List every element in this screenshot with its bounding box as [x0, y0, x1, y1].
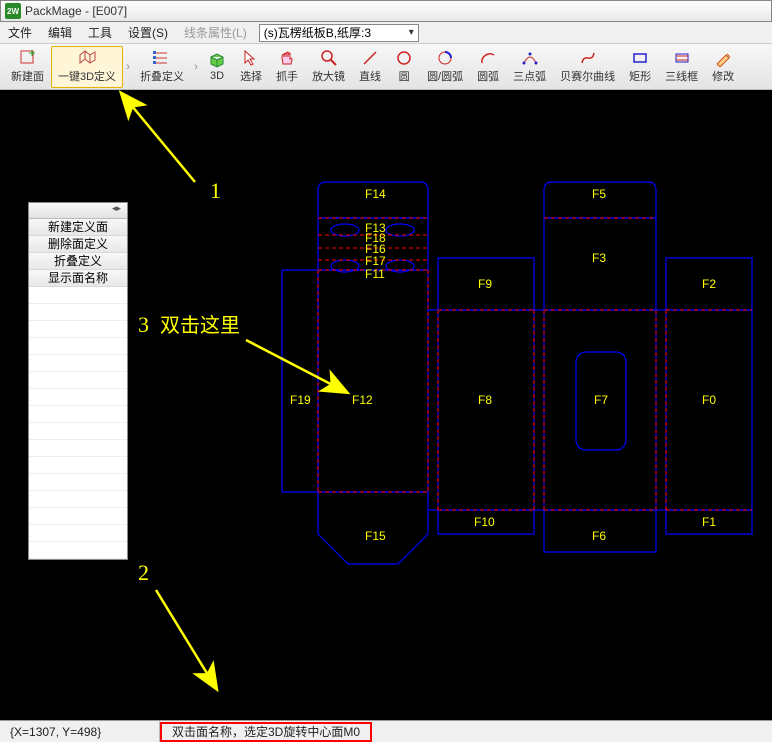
tb-oneclick3d[interactable]: 一键3D定义: [51, 46, 123, 88]
grab-icon: [278, 49, 296, 67]
oneclick3d-icon: [78, 49, 96, 67]
side-item-new-def[interactable]: 新建定义面: [29, 219, 127, 236]
label-f3: F3: [592, 251, 606, 265]
toolbar-sep2: ›: [191, 61, 201, 73]
tb-circle[interactable]: 圆: [388, 46, 420, 88]
tb-modify[interactable]: 修改: [705, 46, 741, 88]
window-title: PackMage - [E007]: [25, 4, 127, 18]
select-icon: [242, 49, 260, 67]
magnify-icon: [320, 49, 338, 67]
anno-3-text: 双击这里: [160, 314, 240, 337]
tb-line[interactable]: 直线: [352, 46, 388, 88]
tb-select-label: 选择: [240, 68, 262, 84]
statusbar: {X=1307, Y=498} 双击面名称，选定3D旋转中心面M0: [0, 720, 772, 742]
label-f10: F10: [474, 515, 495, 529]
tb-line-label: 直线: [359, 68, 381, 84]
tb-arc[interactable]: 圆弧: [470, 46, 506, 88]
tb-fold-def[interactable]: 折叠定义: [133, 46, 191, 88]
menubar: 文件 编辑 工具 设置(S) 线条属性(L) (s)瓦楞纸板B,纸厚:3: [0, 22, 772, 44]
three-pt-arc-icon: [521, 49, 539, 67]
bezier-icon: [579, 49, 597, 67]
tb-arc-label: 圆弧: [477, 68, 499, 84]
tb-3pt-arc-label: 三点弧: [513, 68, 546, 84]
tb-magnify[interactable]: 放大镜: [305, 46, 352, 88]
tb-grab[interactable]: 抓手: [269, 46, 305, 88]
circle-icon: [395, 49, 413, 67]
side-item-fold-def[interactable]: 折叠定义: [29, 253, 127, 270]
material-combo-value: (s)瓦楞纸板B,纸厚:3: [264, 24, 371, 41]
anno-1: 1: [210, 178, 221, 203]
status-coords: {X=1307, Y=498}: [0, 721, 160, 742]
side-panel: ◂▸ 新建定义面 删除面定义 折叠定义 显示面名称: [28, 202, 128, 560]
tb-new-face[interactable]: 新建面: [4, 46, 51, 88]
tb-grab-label: 抓手: [276, 68, 298, 84]
label-f19: F19: [290, 393, 311, 407]
new-face-icon: [19, 49, 37, 67]
rect-icon: [631, 49, 649, 67]
menu-settings[interactable]: 设置(S): [120, 22, 176, 43]
label-f8: F8: [478, 393, 492, 407]
app-icon: 2W: [5, 3, 21, 19]
tb-oneclick3d-label: 一键3D定义: [58, 68, 116, 84]
tb-3d[interactable]: 3D: [201, 46, 233, 88]
label-f9: F9: [478, 277, 492, 291]
label-f15: F15: [365, 529, 386, 543]
status-message: 双击面名称，选定3D旋转中心面M0: [160, 722, 372, 742]
label-f7: F7: [594, 393, 608, 407]
menu-edit[interactable]: 编辑: [40, 22, 80, 43]
tb-fold-def-label: 折叠定义: [140, 68, 184, 84]
menu-tool[interactable]: 工具: [80, 22, 120, 43]
label-f1: F1: [702, 515, 716, 529]
arc-icon: [479, 49, 497, 67]
tb-circle-label: 圆: [399, 68, 410, 84]
canvas[interactable]: F14 F5 F13 F18 F16 F17 F11 F3 F9 F2 F19 …: [0, 90, 772, 702]
label-f11: F11: [365, 267, 385, 281]
tb-bezier-label: 贝赛尔曲线: [560, 68, 615, 84]
tb-circle-arc[interactable]: 圆/圆弧: [420, 46, 470, 88]
tb-3pt-arc[interactable]: 三点弧: [506, 46, 553, 88]
titlebar: 2W PackMage - [E007]: [0, 0, 772, 22]
label-f12: F12: [352, 393, 373, 407]
tb-new-face-label: 新建面: [11, 68, 44, 84]
tb-rect[interactable]: 矩形: [622, 46, 658, 88]
tb-bezier[interactable]: 贝赛尔曲线: [553, 46, 622, 88]
tb-magnify-label: 放大镜: [312, 68, 345, 84]
label-f17: F17: [365, 254, 386, 268]
line-icon: [361, 49, 379, 67]
label-f2: F2: [702, 277, 716, 291]
toolbar: 新建面 一键3D定义 › 折叠定义 › 3D 选择 抓手 放大镜 直线 圆 圆/…: [0, 44, 772, 90]
modify-icon: [714, 49, 732, 67]
menu-file[interactable]: 文件: [0, 22, 40, 43]
circle-arc-icon: [436, 49, 454, 67]
tb-3d-label: 3D: [210, 70, 224, 82]
fold-def-icon: [153, 49, 171, 67]
menu-lineattr: 线条属性(L): [176, 22, 255, 43]
tb-circle-arc-label: 圆/圆弧: [427, 68, 463, 84]
side-panel-header[interactable]: ◂▸: [29, 203, 127, 219]
label-f14: F14: [365, 187, 386, 201]
anno-2: 2: [138, 560, 149, 585]
tb-rect-label: 矩形: [629, 68, 651, 84]
label-f6: F6: [592, 529, 606, 543]
3d-icon: [208, 51, 226, 69]
label-f0: F0: [702, 393, 716, 407]
anno-3: 3: [138, 312, 149, 337]
side-item-show-name[interactable]: 显示面名称: [29, 270, 127, 287]
three-line-box-icon: [673, 49, 691, 67]
tb-select[interactable]: 选择: [233, 46, 269, 88]
toolbar-sep: ›: [123, 61, 133, 73]
tb-3line-box-label: 三线框: [665, 68, 698, 84]
material-combo[interactable]: (s)瓦楞纸板B,纸厚:3: [259, 24, 419, 42]
side-item-del-def[interactable]: 删除面定义: [29, 236, 127, 253]
label-f5: F5: [592, 187, 606, 201]
tb-3line-box[interactable]: 三线框: [658, 46, 705, 88]
tb-modify-label: 修改: [712, 68, 734, 84]
